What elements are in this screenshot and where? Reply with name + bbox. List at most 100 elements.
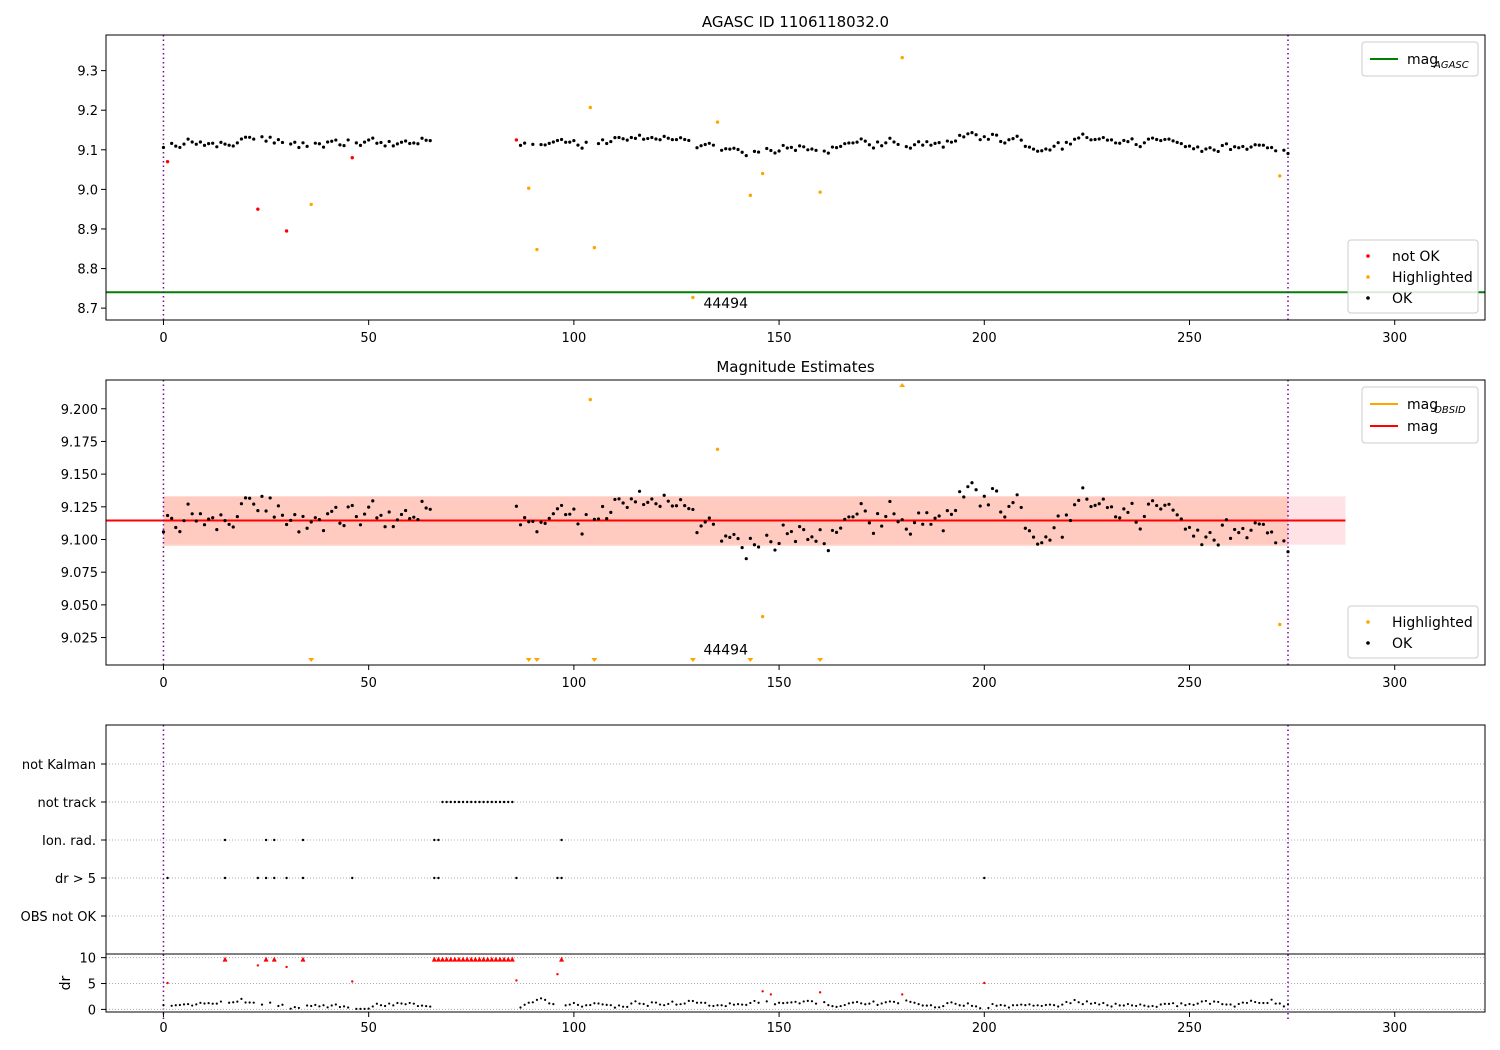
ok-point — [239, 502, 244, 506]
dr-point — [1159, 1003, 1162, 1006]
ok-point — [1138, 527, 1142, 531]
ok-point — [912, 521, 917, 525]
dr-point — [322, 1004, 325, 1007]
highlighted-point — [1278, 622, 1282, 627]
dr-point — [880, 1002, 883, 1005]
ok-point — [555, 507, 560, 511]
ok-point — [194, 142, 198, 146]
ok-point — [1237, 146, 1241, 150]
flag-point — [301, 838, 305, 842]
plot-frame — [105, 724, 1486, 955]
ok-point — [1027, 529, 1032, 533]
ok-point — [227, 522, 231, 526]
dr-high-marker — [440, 956, 446, 962]
ok-point — [1089, 138, 1093, 142]
ok-point — [1077, 498, 1081, 502]
dr-point — [687, 999, 690, 1002]
ok-point — [806, 537, 810, 542]
ok-point — [1036, 149, 1040, 153]
dr-point — [716, 1004, 719, 1007]
not-ok-point — [350, 156, 354, 160]
dr-point — [921, 1004, 924, 1007]
ok-point — [367, 505, 371, 509]
ok-point — [592, 517, 596, 521]
dr-point — [700, 1001, 703, 1004]
ok-point — [912, 143, 917, 147]
ok-point — [642, 502, 646, 507]
ok-point — [219, 140, 223, 144]
ok-point — [170, 516, 174, 520]
dr-point — [1016, 1004, 1019, 1007]
dr-point — [1077, 1001, 1080, 1004]
dr-panel: 0 5 10 dr 0 50 100 150 200 250 300 — [58, 952, 1486, 1036]
ok-point — [970, 481, 974, 485]
legend-line-label: mag — [1407, 419, 1438, 435]
dr-point — [310, 1004, 313, 1008]
ok-point — [1187, 144, 1192, 148]
dr-point — [359, 1007, 362, 1010]
ok-point — [699, 524, 703, 528]
ok-point — [933, 141, 937, 145]
dr-point — [991, 1002, 994, 1006]
dr-point — [240, 997, 243, 1000]
ok-point — [756, 545, 761, 549]
off-scale-low-marker — [533, 658, 540, 662]
ok-point — [822, 149, 826, 153]
ok-point — [958, 133, 962, 137]
dr-point — [974, 1005, 978, 1008]
ok-point — [1269, 145, 1274, 150]
ok-point — [1265, 531, 1270, 535]
dr-point — [170, 1004, 173, 1007]
ok-point — [293, 513, 297, 517]
magnitude-estimates-panel: Magnitude Estimates 44494 0 50 100 150 200 250 3… — [61, 358, 1486, 691]
dr-point — [790, 1001, 793, 1004]
ok-point — [559, 137, 564, 142]
dr-point — [913, 1001, 916, 1004]
ok-point — [1081, 132, 1085, 136]
ok-point — [326, 512, 330, 516]
dr-point — [835, 1005, 838, 1008]
ok-point — [744, 153, 748, 158]
off-scale-low-marker — [525, 658, 532, 662]
ok-point — [1048, 148, 1052, 152]
dr-point — [420, 1004, 424, 1007]
dr-flagged-point — [256, 964, 260, 967]
ok-point — [305, 526, 309, 530]
ok-point — [1179, 141, 1183, 146]
ok-point — [367, 138, 371, 142]
highlighted-point — [592, 245, 597, 250]
y-tick-label: 8.9 — [77, 223, 98, 238]
y-tick-label: 9.075 — [61, 566, 98, 581]
ok-point — [904, 527, 908, 531]
dr-point — [1069, 1002, 1072, 1005]
plot-frame — [105, 953, 1486, 1013]
ok-point — [1274, 149, 1278, 153]
ok-point — [995, 133, 999, 137]
ok-point — [707, 516, 711, 520]
ok-point — [678, 136, 683, 140]
not-ok-point — [165, 159, 170, 164]
dr-point — [868, 1002, 871, 1005]
not-ok-point — [256, 207, 260, 211]
ok-point — [186, 137, 190, 141]
flag-category-label: dr > 5 — [55, 872, 96, 887]
ok-point — [601, 138, 605, 142]
dr-point — [1237, 1002, 1240, 1006]
ok-point — [937, 141, 941, 145]
ok-point — [1216, 543, 1220, 547]
ok-point — [564, 140, 568, 144]
ok-point — [917, 140, 921, 144]
ok-point — [826, 151, 830, 155]
ok-point — [1003, 515, 1007, 519]
ok-point — [1109, 138, 1114, 142]
flag-point — [437, 838, 440, 842]
flag-point — [490, 800, 493, 804]
point-legend — [1347, 239, 1479, 314]
dr-high-marker — [456, 956, 462, 962]
dr-point — [925, 1004, 928, 1007]
ok-point — [362, 140, 367, 144]
ok-point — [1224, 518, 1229, 522]
ok-point — [346, 505, 350, 509]
ok-point — [859, 502, 863, 506]
ok-point — [243, 135, 248, 139]
